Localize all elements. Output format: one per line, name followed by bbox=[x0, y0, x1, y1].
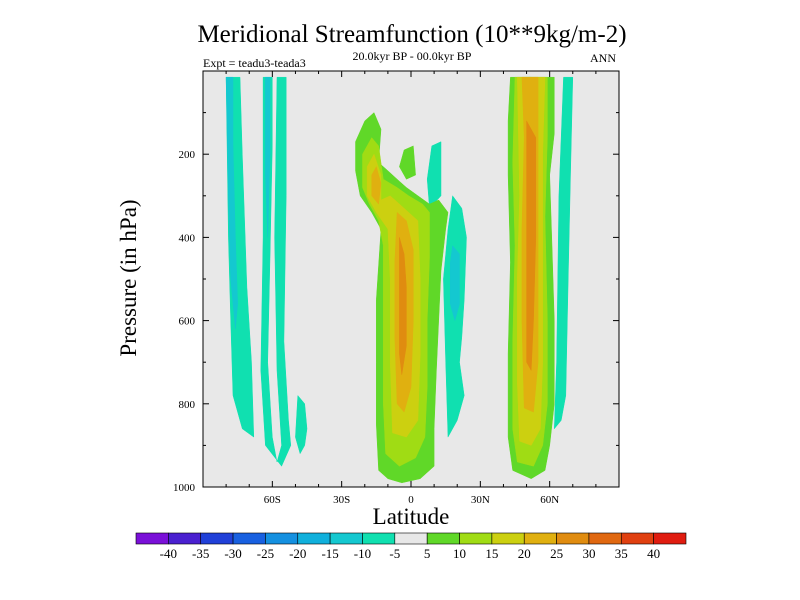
chart-title: Meridional Streamfunction (10**9kg/m-2) bbox=[197, 21, 626, 48]
y-tick-label: 1000 bbox=[173, 482, 196, 494]
x-tick-label: 60N bbox=[540, 494, 559, 506]
colorbar-swatch bbox=[620, 532, 654, 545]
plot-area: 60S 30S 0 30N 60N 200 400 600 800 1000 bbox=[173, 70, 620, 506]
colorbar-label: -20 bbox=[289, 546, 306, 561]
colorbar-label: -15 bbox=[321, 546, 338, 561]
x-tick-label: 30S bbox=[333, 494, 350, 506]
y-axis-label: Pressure (in hPa) bbox=[116, 199, 141, 356]
contour-region-neg15-0 bbox=[225, 76, 238, 329]
contour-layer bbox=[225, 76, 574, 484]
colorbar-label: -40 bbox=[160, 546, 177, 561]
season-label: ANN bbox=[590, 51, 616, 65]
contour-region-neg15-2 bbox=[450, 245, 460, 322]
colorbar-swatch bbox=[426, 532, 460, 545]
colorbar-swatch bbox=[459, 532, 493, 545]
x-tick-label: 60S bbox=[264, 494, 281, 506]
colorbar-swatch bbox=[653, 532, 687, 545]
x-tick-label: 30N bbox=[471, 494, 490, 506]
colorbar-label: -10 bbox=[354, 546, 371, 561]
colorbar-swatch bbox=[556, 532, 590, 545]
y-tick-label: 200 bbox=[179, 149, 196, 161]
colorbar-label: -35 bbox=[192, 546, 209, 561]
colorbar-swatch bbox=[135, 532, 169, 545]
colorbar-swatch bbox=[523, 532, 557, 545]
colorbar-swatch bbox=[362, 532, 396, 545]
colorbar-label: 30 bbox=[582, 546, 595, 561]
colorbar-swatch bbox=[394, 532, 428, 545]
colorbar: -40 -35 -30 -25 -20 -15 -10 -5 5 10 15 20 25 30 35 40 bbox=[135, 532, 687, 561]
contour-region-pos20-0 bbox=[371, 166, 382, 205]
x-axis-label: Latitude bbox=[373, 504, 450, 529]
y-tick-label: 600 bbox=[179, 316, 196, 328]
colorbar-swatch bbox=[329, 532, 363, 545]
contour-region-neg10-2 bbox=[295, 394, 308, 455]
y-tick-label: 800 bbox=[179, 399, 196, 411]
period-label: 20.0kyr BP - 00.0kyr BP bbox=[353, 49, 472, 63]
colorbar-swatch bbox=[491, 532, 525, 545]
colorbar-label: 15 bbox=[485, 546, 498, 561]
colorbar-swatch bbox=[200, 532, 234, 545]
y-tick-label: 400 bbox=[179, 232, 196, 244]
axis-ticks: 60S 30S 0 30N 60N 200 400 600 800 1000 bbox=[173, 71, 619, 506]
colorbar-label: 40 bbox=[647, 546, 660, 561]
contour-region-neg15-1 bbox=[265, 76, 271, 238]
colorbar-label: 35 bbox=[615, 546, 628, 561]
colorbar-label: 5 bbox=[424, 546, 431, 561]
colorbar-label: 25 bbox=[550, 546, 563, 561]
colorbar-swatch bbox=[232, 532, 266, 545]
colorbar-label: -30 bbox=[224, 546, 241, 561]
colorbar-label: 20 bbox=[518, 546, 531, 561]
experiment-label: Expt = teadu3-teada3 bbox=[203, 56, 306, 70]
colorbar-label: 10 bbox=[453, 546, 466, 561]
contour-region-pos25-0 bbox=[399, 237, 407, 375]
contour-region-pos25-1 bbox=[526, 120, 537, 372]
contour-region-neg10-6 bbox=[554, 76, 574, 430]
x-tick-label: 0 bbox=[408, 494, 414, 506]
colorbar-label: -25 bbox=[257, 546, 274, 561]
colorbar-label: -5 bbox=[389, 546, 400, 561]
colorbar-swatch bbox=[265, 532, 299, 545]
colorbar-swatch bbox=[588, 532, 622, 545]
contour-region-pos5-2 bbox=[399, 145, 416, 180]
colorbar-swatch bbox=[297, 532, 331, 545]
colorbar-swatch bbox=[168, 532, 202, 545]
